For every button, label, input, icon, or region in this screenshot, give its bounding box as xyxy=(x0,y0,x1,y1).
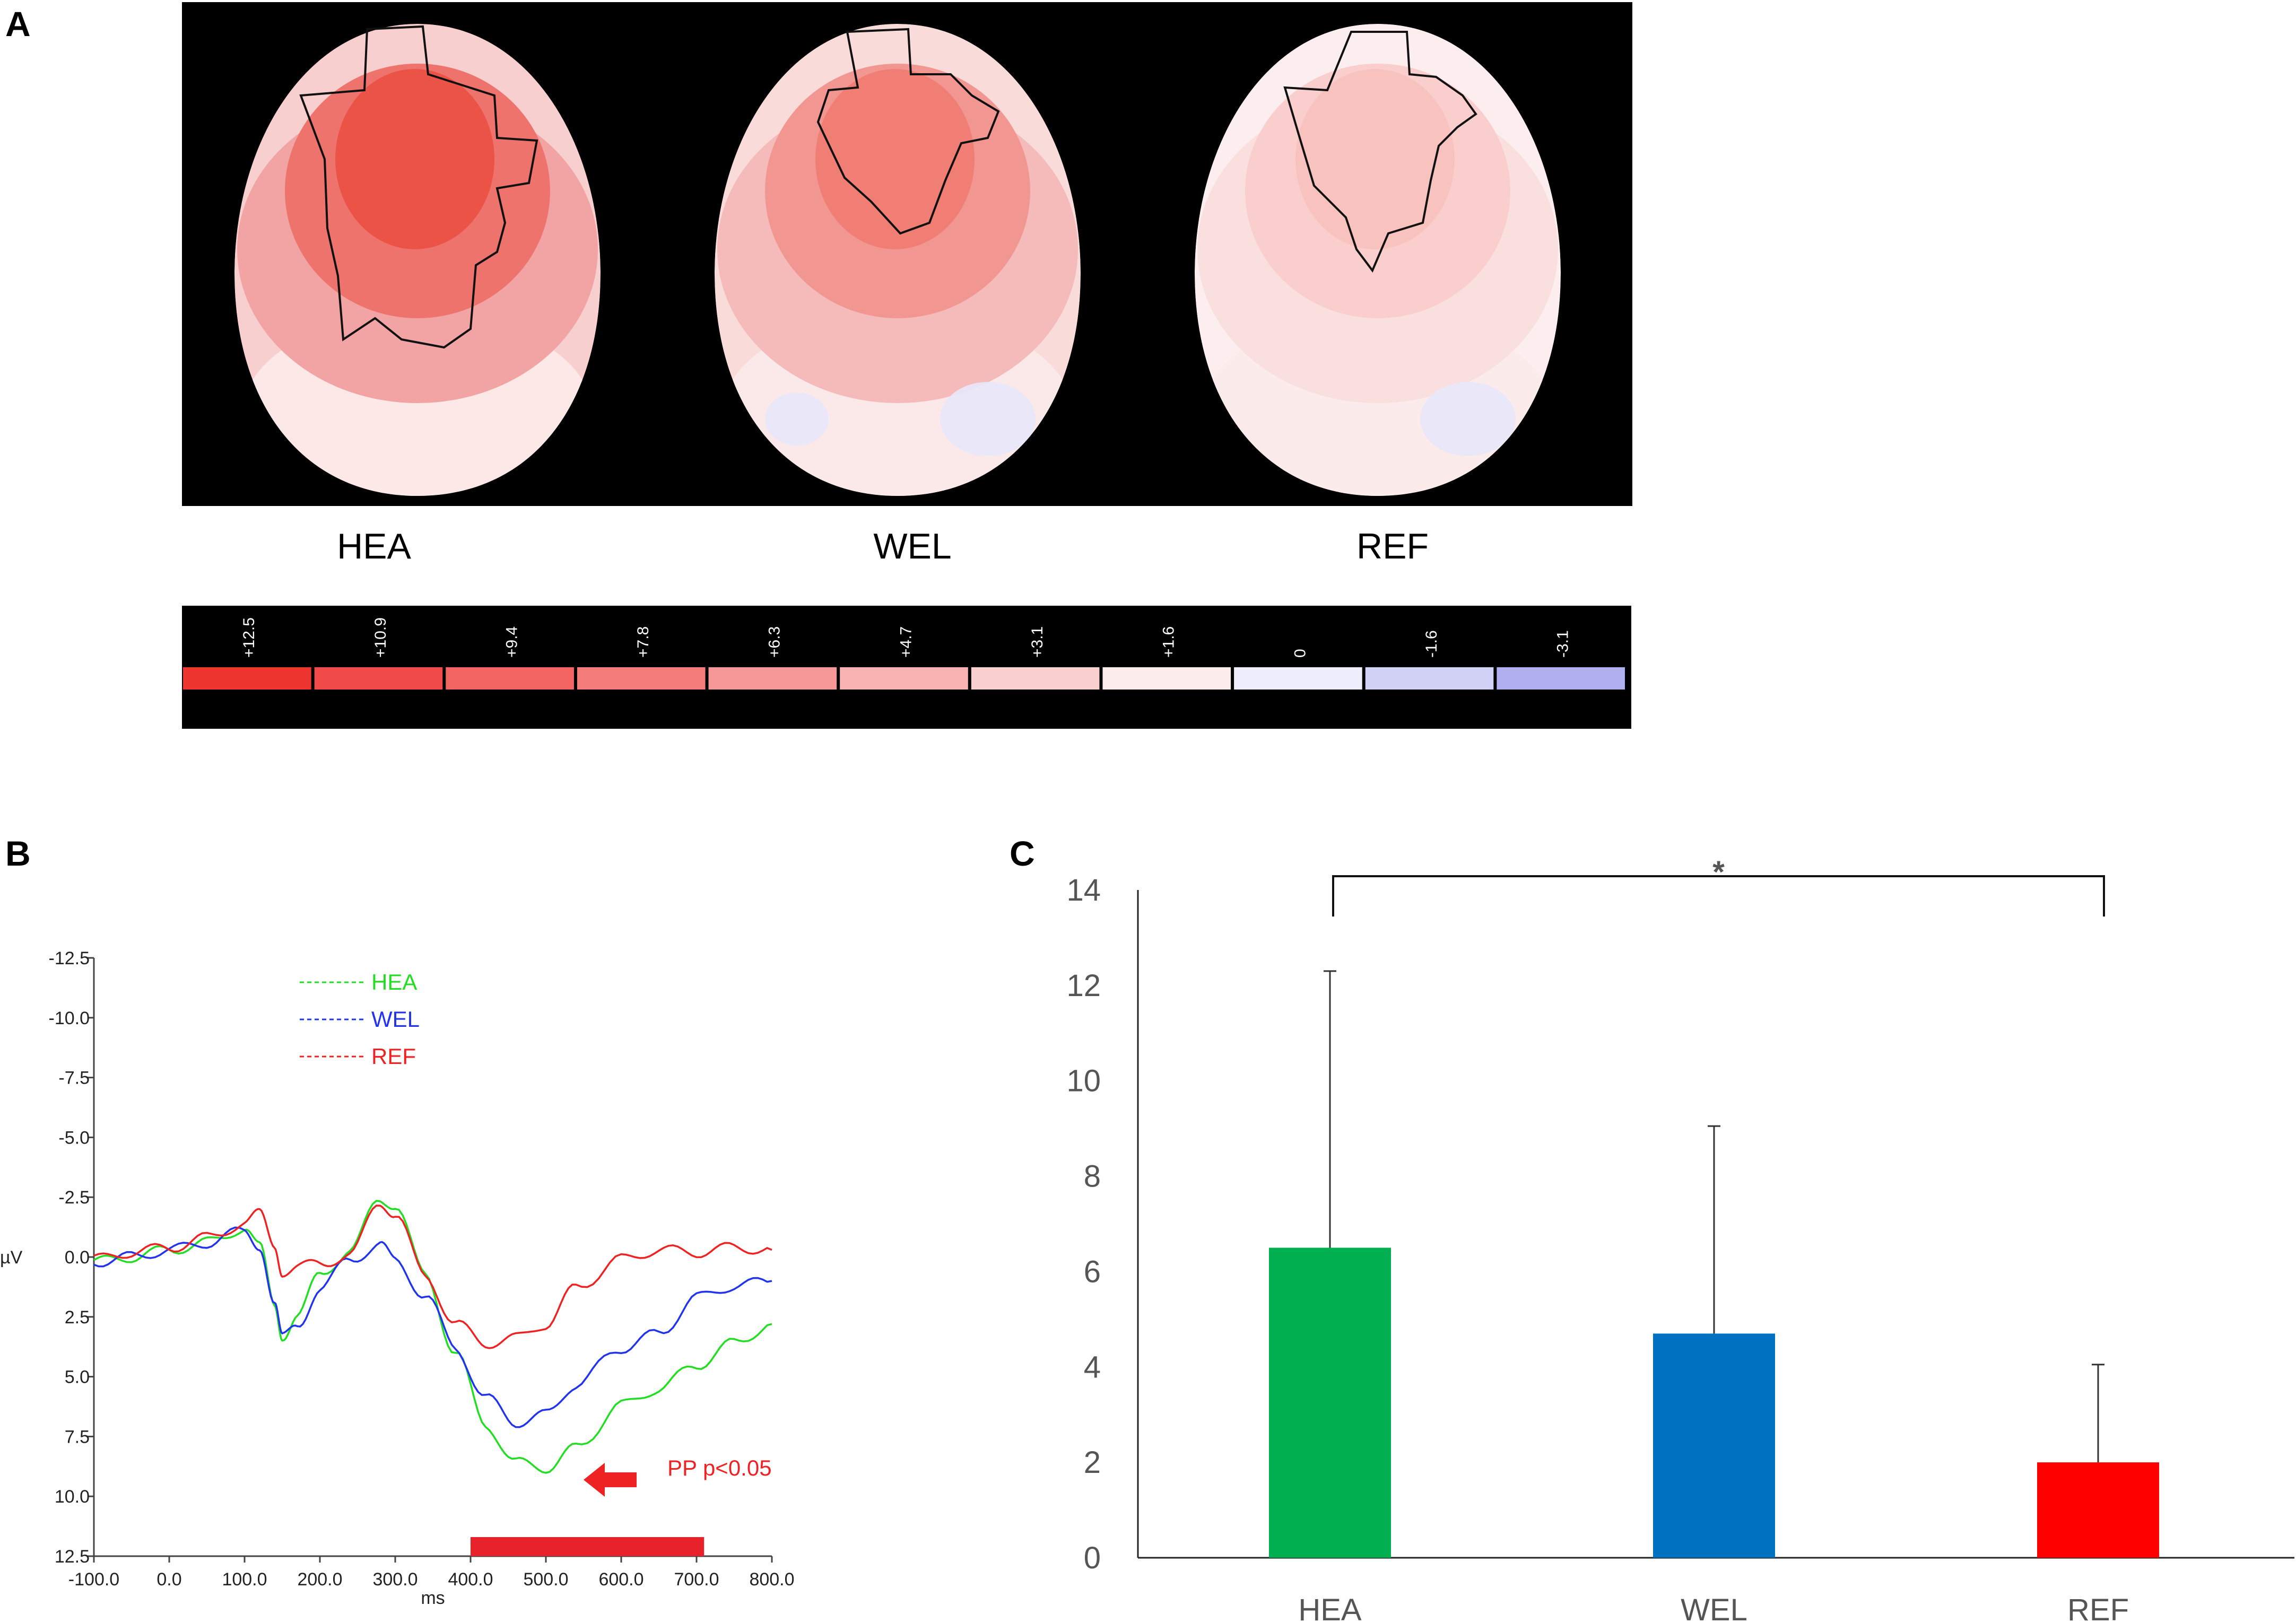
erp-x-tick-label: 100.0 xyxy=(222,1569,267,1590)
colorbar-tick: +3.1 xyxy=(1029,626,1046,658)
topomap-peak-region xyxy=(1295,69,1455,249)
significance-star: * xyxy=(1712,855,1725,889)
bar-hea xyxy=(1269,1247,1391,1558)
erp-x-tick-label: 200.0 xyxy=(297,1569,342,1590)
bar-category-label: WEL xyxy=(1681,1593,1747,1623)
erp-x-tick-label: 600.0 xyxy=(598,1569,643,1590)
erp-x-tick-label: 500.0 xyxy=(523,1569,568,1590)
erp-y-tick-label: -7.5 xyxy=(58,1068,90,1088)
erp-x-axis-label: ms xyxy=(421,1588,445,1608)
erp-y-tick-label: 12.5 xyxy=(55,1547,90,1567)
colorbar-tick: +9.4 xyxy=(503,626,520,658)
colorbar-swatch xyxy=(183,667,311,690)
bar-y-tick-label: 8 xyxy=(1084,1159,1101,1194)
colorbar-tick: 0 xyxy=(1291,649,1309,658)
colorbar-swatch xyxy=(314,667,443,690)
topomap-labels: HEA WEL REF xyxy=(337,526,1429,566)
erp-x-tick-label: 700.0 xyxy=(674,1569,719,1590)
erp-y-tick-label: -10.0 xyxy=(49,1008,90,1028)
erp-y-tick-label: 0.0 xyxy=(65,1247,90,1268)
topomap-negative-region xyxy=(1420,382,1516,456)
erp-legend-label-hea: HEA xyxy=(371,970,417,994)
colorbar-swatch xyxy=(1497,667,1625,690)
erp-significance-bar xyxy=(471,1537,705,1556)
panel-letter-b: B xyxy=(5,834,31,873)
bar-category-label: REF xyxy=(2067,1593,2129,1623)
bar-ref xyxy=(2037,1462,2159,1558)
erp-x-tick-label: 800.0 xyxy=(749,1569,794,1590)
colorbar-swatch xyxy=(1365,667,1494,690)
erp-y-tick-label: -2.5 xyxy=(58,1188,90,1208)
topomap-negative-region xyxy=(765,392,829,446)
colorbar-swatch xyxy=(708,667,837,690)
colorbar-swatch xyxy=(840,667,968,690)
panel-letter-a: A xyxy=(5,4,31,43)
erp-legend-label-ref: REF xyxy=(371,1044,416,1069)
erp-y-tick-label: -5.0 xyxy=(58,1128,90,1148)
erp-y-tick-label: 10.0 xyxy=(55,1487,90,1507)
erp-x-tick-label: -100.0 xyxy=(68,1569,119,1590)
bar-y-tick-label: 14 xyxy=(1066,873,1101,908)
topomap-label-wel: WEL xyxy=(873,526,951,566)
bar-wel xyxy=(1653,1333,1775,1558)
erp-line-ref xyxy=(93,1205,772,1349)
erp-y-axis-label: µV xyxy=(0,1247,23,1268)
colorbar-swatch xyxy=(971,667,1100,690)
colorbar-tick: +12.5 xyxy=(240,617,258,658)
bar-y-tick-label: 10 xyxy=(1066,1064,1101,1098)
erp-legend-label-wel: WEL xyxy=(371,1007,420,1032)
topomaps xyxy=(234,24,1561,496)
topomap-ref xyxy=(1195,24,1561,496)
topomap-hea xyxy=(234,24,601,496)
colorbar-tick: -3.1 xyxy=(1554,630,1572,658)
arrow-left-icon xyxy=(584,1463,637,1497)
colorbar-tick: +6.3 xyxy=(766,626,784,658)
bar-y-tick-label: 0 xyxy=(1084,1541,1101,1575)
bar-y-tick-label: 4 xyxy=(1084,1350,1101,1384)
colorbar-tick: -1.6 xyxy=(1423,630,1440,658)
erp-significance-label: PP p<0.05 xyxy=(667,1455,772,1480)
erp-y-tick-label: 5.0 xyxy=(65,1367,90,1388)
erp-y-tick-label: 7.5 xyxy=(65,1427,90,1447)
colorbar-tick: +4.7 xyxy=(897,626,915,658)
erp-x-tick-label: 300.0 xyxy=(372,1569,418,1590)
erp-y-tick-label: -12.5 xyxy=(49,948,90,968)
bar-y-tick-label: 2 xyxy=(1084,1445,1101,1480)
significance-bracket xyxy=(1332,875,2105,917)
colorbar-swatch xyxy=(577,667,706,690)
erp-y-tick-label: 2.5 xyxy=(65,1307,90,1328)
bar-y-tick-label: 12 xyxy=(1066,968,1101,1003)
erp-x-tick-label: 400.0 xyxy=(448,1569,493,1590)
bar-category-label: HEA xyxy=(1298,1593,1362,1623)
topomap-significance-contour xyxy=(1283,31,1477,273)
bar-chart: 0 2 4 6 8 10 12 14 HEA WEL REF * xyxy=(1066,855,2294,1623)
colorbar-swatch xyxy=(1102,667,1231,690)
panel-letter-c: C xyxy=(1010,834,1035,873)
topomap-significance-contour xyxy=(816,28,1000,235)
colorbar: +12.5 +10.9 +9.4 +7.8 +6.3 +4.7 +3.1 +1.6 0 -1.6 -… xyxy=(183,617,1625,690)
colorbar-tick: +10.9 xyxy=(372,617,389,658)
colorbar-tick: +1.6 xyxy=(1160,626,1178,658)
erp-chart: -12.5 -10.0 -7.5 -5.0 -2.5 0.0 2.5 5.0 7.5 10.0 12… xyxy=(0,948,795,1608)
topomap-peak-region xyxy=(815,69,975,249)
colorbar-swatch xyxy=(1234,667,1362,690)
bar-y-tick-label: 6 xyxy=(1084,1254,1101,1289)
erp-x-tick-label: 0.0 xyxy=(156,1569,181,1590)
topomap-negative-region xyxy=(940,382,1036,456)
topomap-label-hea: HEA xyxy=(337,526,411,566)
topomap-wel xyxy=(715,24,1081,496)
topomap-significance-contour xyxy=(299,25,538,349)
topomap-label-ref: REF xyxy=(1356,526,1429,566)
erp-line-hea xyxy=(93,1200,772,1474)
colorbar-swatch xyxy=(446,667,574,690)
erp-line-wel xyxy=(93,1226,772,1428)
topomap-peak-region xyxy=(335,69,494,249)
colorbar-tick: +7.8 xyxy=(634,626,652,658)
